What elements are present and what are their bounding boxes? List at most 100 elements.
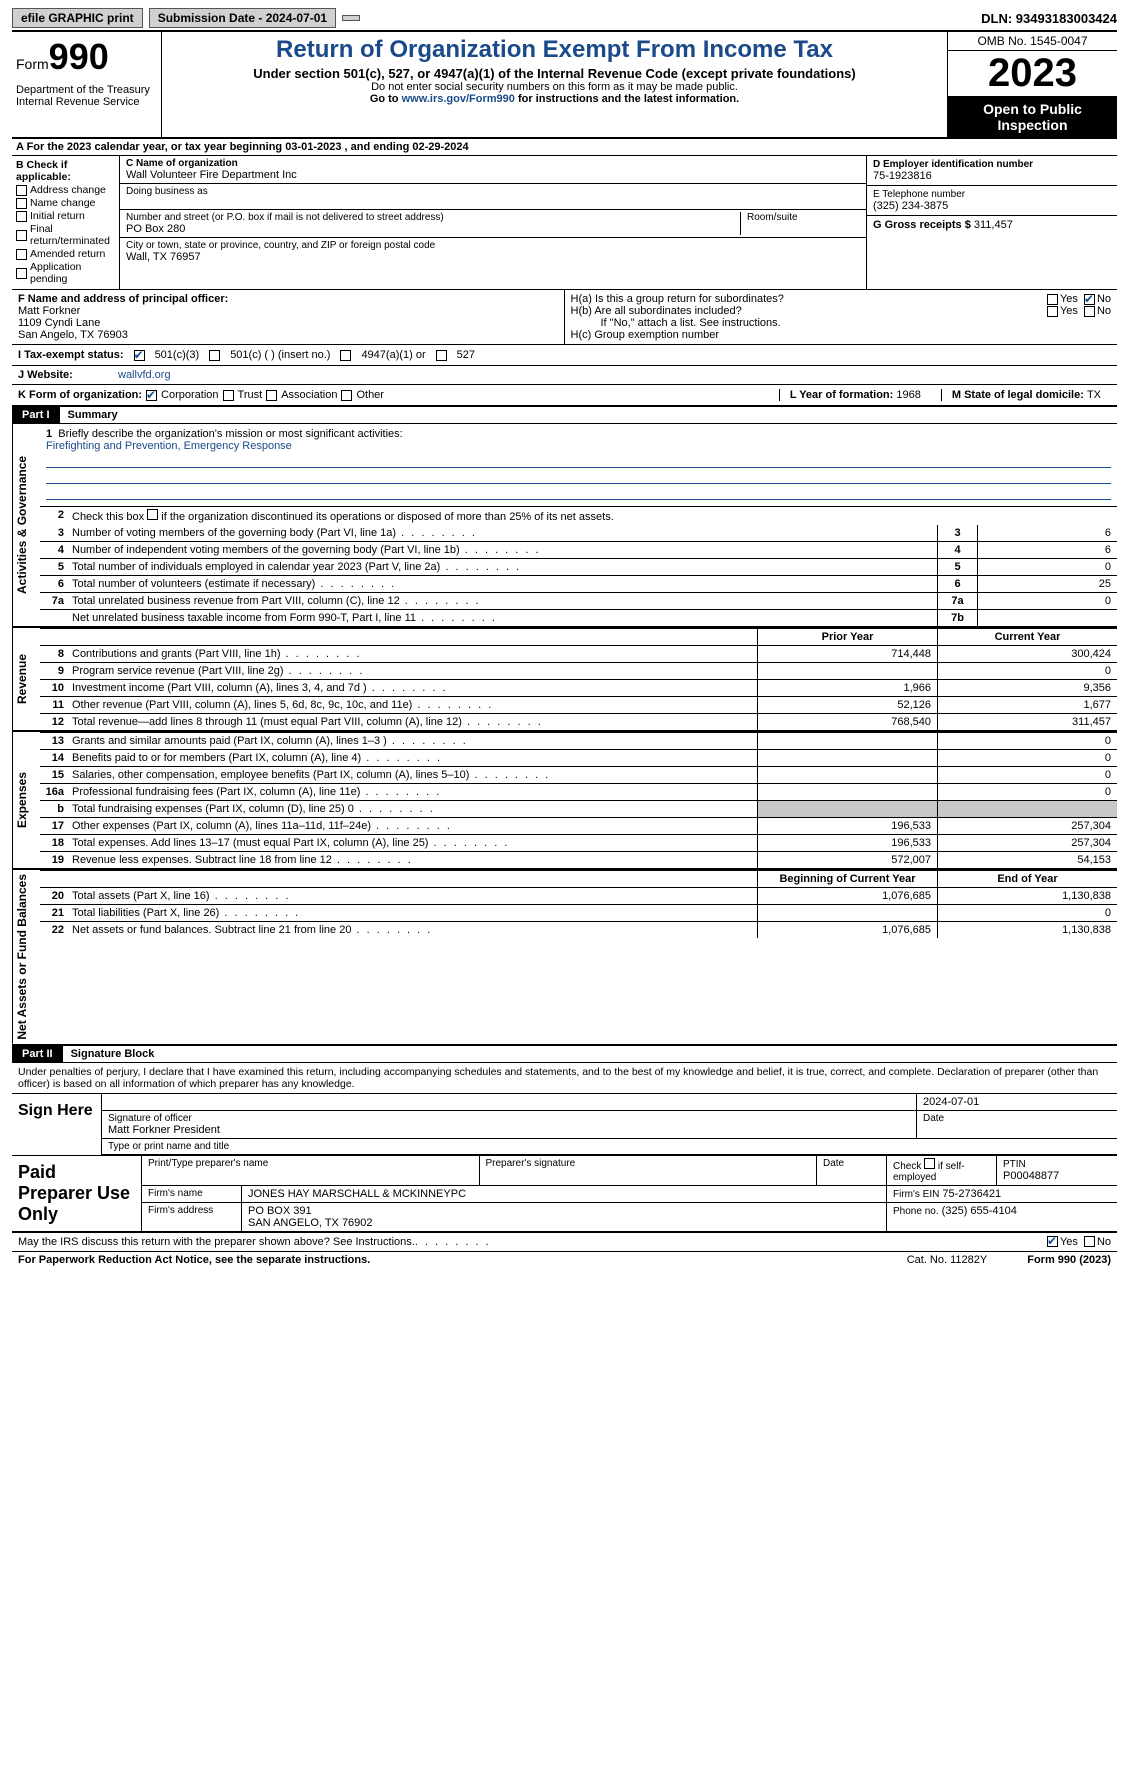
line-5-value: 0 <box>977 559 1117 575</box>
line-18-prior: 196,533 <box>757 835 937 851</box>
line-19-prior: 572,007 <box>757 852 937 868</box>
box-l: L Year of formation: 1968 <box>779 389 931 401</box>
line-9-current: 0 <box>937 663 1117 679</box>
line2-text: Check this box if the organization disco… <box>68 507 1117 525</box>
line-20-desc: Total assets (Part X, line 16) <box>68 888 757 904</box>
line2-checkbox[interactable] <box>147 509 158 520</box>
ha-no[interactable] <box>1084 294 1095 305</box>
ssn-note: Do not enter social security numbers on … <box>170 81 939 93</box>
checkbox-pending[interactable] <box>16 268 27 279</box>
efile-button[interactable]: efile GRAPHIC print <box>12 8 143 28</box>
checkbox-name[interactable] <box>16 198 27 209</box>
discuss-text: May the IRS discuss this return with the… <box>18 1236 415 1248</box>
spacer-button <box>342 15 360 21</box>
gross-receipts: 311,457 <box>974 219 1013 231</box>
ein: 75-1923816 <box>873 170 1111 182</box>
line-b-prior <box>757 801 937 817</box>
sign-date: 2024-07-01 <box>917 1094 1117 1110</box>
open-inspection: Open to Public Inspection <box>948 97 1117 137</box>
line-8-desc: Contributions and grants (Part VIII, lin… <box>68 646 757 662</box>
line-19-desc: Revenue less expenses. Subtract line 18 … <box>68 852 757 868</box>
line-5-desc: Total number of individuals employed in … <box>68 559 937 575</box>
end-year-header: End of Year <box>937 871 1117 887</box>
line-8-current: 300,424 <box>937 646 1117 662</box>
form-title: Return of Organization Exempt From Incom… <box>170 36 939 64</box>
vlabel-revenue: Revenue <box>12 628 40 730</box>
vlabel-expenses: Expenses <box>12 732 40 868</box>
discuss-yes[interactable] <box>1047 1236 1058 1247</box>
k-corp[interactable] <box>146 390 157 401</box>
box-b: B Check if applicable: Address change Na… <box>12 156 120 289</box>
ha-yes[interactable] <box>1047 294 1058 305</box>
tax-year: 2023 <box>948 51 1117 97</box>
sign-here-label: Sign Here <box>12 1094 102 1155</box>
form-footer: Form 990 (2023) <box>1027 1254 1111 1266</box>
penalties-text: Under penalties of perjury, I declare th… <box>12 1063 1117 1093</box>
line-21-current: 0 <box>937 905 1117 921</box>
firm-ein: 75-2736421 <box>942 1188 1001 1200</box>
line-4-value: 6 <box>977 542 1117 558</box>
line-21-desc: Total liabilities (Part X, line 26) <box>68 905 757 921</box>
phone: (325) 234-3875 <box>873 200 1111 212</box>
line-7a-value: 0 <box>977 593 1117 609</box>
line-9-prior <box>757 663 937 679</box>
line-17-current: 257,304 <box>937 818 1117 834</box>
line-10-current: 9,356 <box>937 680 1117 696</box>
line-13-desc: Grants and similar amounts paid (Part IX… <box>68 733 757 749</box>
line-16a-prior <box>757 784 937 800</box>
checkbox-initial[interactable] <box>16 211 27 222</box>
line-20-prior: 1,076,685 <box>757 888 937 904</box>
pra-notice: For Paperwork Reduction Act Notice, see … <box>18 1254 370 1266</box>
k-other[interactable] <box>341 390 352 401</box>
line-16a-desc: Professional fundraising fees (Part IX, … <box>68 784 757 800</box>
line-11-desc: Other revenue (Part VIII, column (A), li… <box>68 697 757 713</box>
street-address: PO Box 280 <box>126 223 740 235</box>
line-b-desc: Total fundraising expenses (Part IX, col… <box>68 801 757 817</box>
k-trust[interactable] <box>223 390 234 401</box>
line-17-prior: 196,533 <box>757 818 937 834</box>
firm-address: PO BOX 391SAN ANGELO, TX 76902 <box>242 1203 887 1231</box>
line-22-desc: Net assets or fund balances. Subtract li… <box>68 922 757 938</box>
irs-link[interactable]: www.irs.gov/Form990 <box>402 93 515 105</box>
i-501c3[interactable] <box>134 350 145 361</box>
line-17-desc: Other expenses (Part IX, column (A), lin… <box>68 818 757 834</box>
hb-yes[interactable] <box>1047 306 1058 317</box>
line-12-desc: Total revenue—add lines 8 through 11 (mu… <box>68 714 757 730</box>
line-4-desc: Number of independent voting members of … <box>68 542 937 558</box>
org-name: Wall Volunteer Fire Department Inc <box>126 169 860 181</box>
line-15-desc: Salaries, other compensation, employee b… <box>68 767 757 783</box>
i-4947[interactable] <box>340 350 351 361</box>
line-14-prior <box>757 750 937 766</box>
hb-no[interactable] <box>1084 306 1095 317</box>
line-20-current: 1,130,838 <box>937 888 1117 904</box>
discuss-no[interactable] <box>1084 1236 1095 1247</box>
self-employed-checkbox[interactable] <box>924 1158 935 1169</box>
checkbox-final[interactable] <box>16 230 27 241</box>
line-6-value: 25 <box>977 576 1117 592</box>
i-527[interactable] <box>436 350 447 361</box>
line-13-current: 0 <box>937 733 1117 749</box>
k-assoc[interactable] <box>266 390 277 401</box>
i-501c[interactable] <box>209 350 220 361</box>
part1-title: Summary <box>60 407 126 423</box>
vlabel-governance: Activities & Governance <box>12 424 40 626</box>
line-a: A For the 2023 calendar year, or tax yea… <box>12 139 1117 156</box>
omb-number: OMB No. 1545-0047 <box>948 32 1117 51</box>
checkbox-address[interactable] <box>16 185 27 196</box>
line-14-current: 0 <box>937 750 1117 766</box>
line-14-desc: Benefits paid to or for members (Part IX… <box>68 750 757 766</box>
line-12-current: 311,457 <box>937 714 1117 730</box>
line--value <box>977 610 1117 626</box>
box-c: C Name of organization Wall Volunteer Fi… <box>120 156 867 289</box>
line-11-current: 1,677 <box>937 697 1117 713</box>
checkbox-amended[interactable] <box>16 249 27 260</box>
part2-header: Part II <box>12 1046 63 1062</box>
line-18-desc: Total expenses. Add lines 13–17 (must eq… <box>68 835 757 851</box>
paid-preparer-label: Paid Preparer Use Only <box>12 1156 142 1231</box>
line-22-current: 1,130,838 <box>937 922 1117 938</box>
submission-date: Submission Date - 2024-07-01 <box>149 8 336 28</box>
line-8-prior: 714,448 <box>757 646 937 662</box>
goto-note: Go to www.irs.gov/Form990 for instructio… <box>170 93 939 105</box>
cat-no: Cat. No. 11282Y <box>907 1254 988 1266</box>
line-6-desc: Total number of volunteers (estimate if … <box>68 576 937 592</box>
